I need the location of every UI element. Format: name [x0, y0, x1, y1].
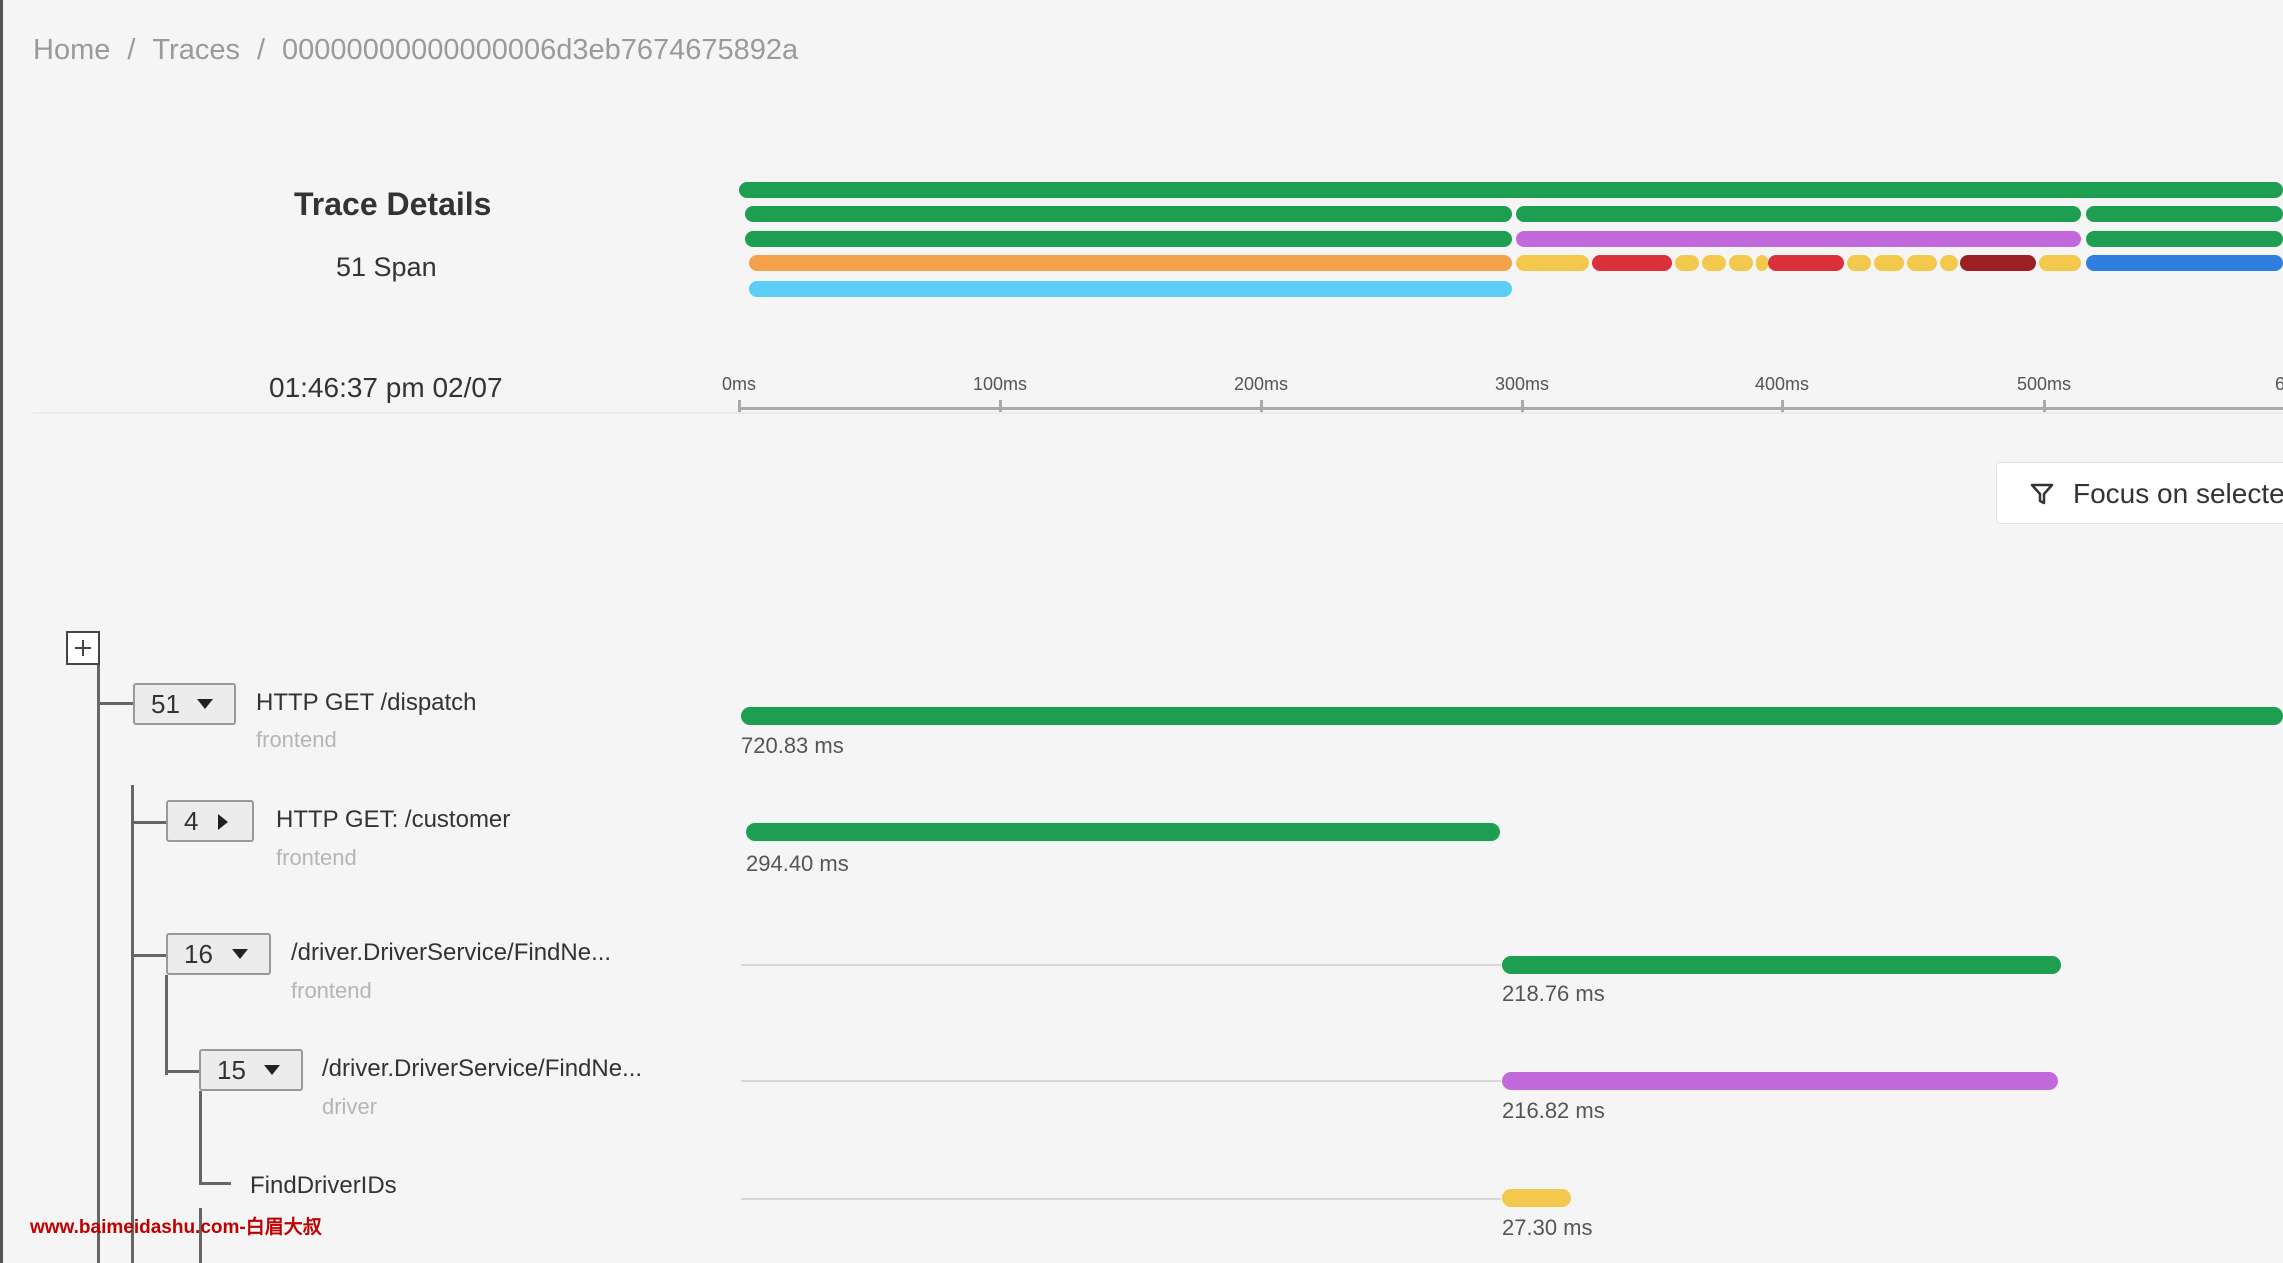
window-left-border	[0, 0, 3, 1263]
chevron-down-icon	[264, 1065, 280, 1075]
filter-icon	[2030, 483, 2054, 505]
span-duration: 218.76 ms	[1502, 981, 1605, 1006]
tree-connector	[199, 1091, 202, 1183]
chevron-right-icon	[218, 814, 228, 830]
tree-connector	[97, 702, 133, 705]
breadcrumb-separator: /	[127, 34, 136, 66]
minimap-span-bar	[2086, 231, 2283, 247]
minimap-span-bar	[745, 206, 1512, 222]
span-name[interactable]: HTTP GET: /customer	[276, 806, 511, 833]
minimap-span-bar	[1516, 206, 2081, 222]
span-bar[interactable]	[1502, 1072, 2058, 1090]
header-divider	[33, 412, 2283, 414]
minimap-span-bar	[1940, 255, 1958, 271]
axis-tick-label: 400ms	[1754, 374, 1810, 394]
minimap-span-bar	[1592, 255, 1672, 271]
minimap-span-bar	[2086, 255, 2283, 271]
span-service: frontend	[256, 727, 337, 752]
axis-tick	[1521, 400, 1524, 412]
span-track-line	[741, 964, 1501, 966]
breadcrumb: Home / Traces / 00000000000000006d3eb7674675…	[33, 34, 798, 67]
span-bar[interactable]	[746, 823, 1500, 841]
child-count: 51	[151, 689, 180, 719]
tree-connector	[199, 1182, 231, 1185]
span-name[interactable]: /driver.DriverService/FindNe...	[322, 1055, 643, 1082]
span-name[interactable]: FindDriverIDs	[250, 1172, 397, 1199]
breadcrumb-trace-id: 00000000000000006d3eb7674675892a	[282, 34, 799, 66]
tree-connector	[131, 821, 167, 824]
tree-connector	[165, 1070, 199, 1073]
breadcrumb-separator: /	[256, 34, 266, 66]
child-count: 4	[184, 806, 199, 836]
tree-connector	[131, 954, 167, 957]
axis-tick	[2043, 400, 2046, 412]
child-count: 15	[217, 1055, 246, 1085]
breadcrumb-traces[interactable]: Traces	[152, 34, 240, 66]
minimap-span-bar	[1874, 255, 1904, 271]
axis-tick-label: 300ms	[1494, 374, 1550, 394]
minimap-span-bar	[1960, 255, 2036, 271]
span-track-line	[741, 1198, 1501, 1200]
minimap-span-bar	[1756, 255, 1768, 271]
span-bar[interactable]	[741, 707, 2283, 725]
plus-square-icon[interactable]	[66, 631, 100, 665]
watermark: www.baimeidashu.com-白眉大叔	[30, 1217, 322, 1238]
minimap-span-bar	[1675, 255, 1699, 271]
axis-tick	[738, 400, 741, 412]
breadcrumb-home[interactable]: Home	[33, 34, 111, 66]
span-name[interactable]: HTTP GET /dispatch	[256, 689, 477, 716]
child-count: 16	[184, 939, 213, 969]
span-duration: 216.82 ms	[1502, 1098, 1605, 1123]
span-service: driver	[322, 1094, 378, 1119]
span-name[interactable]: /driver.DriverService/FindNe...	[291, 939, 612, 966]
minimap-span-bar	[1702, 255, 1726, 271]
span-children-toggle[interactable]: 16	[166, 933, 271, 975]
span-service: frontend	[276, 845, 357, 870]
axis-tick-label: 500ms	[2016, 374, 2072, 394]
axis-tick-label: 0ms	[721, 374, 757, 394]
minimap-span-bar	[749, 255, 1512, 271]
minimap-span-bar	[749, 281, 1512, 297]
chevron-down-icon	[232, 949, 248, 959]
focus-on-selected-button[interactable]: Focus on selected	[1996, 462, 2283, 524]
minimap-span-bar	[1516, 231, 2081, 247]
tree-connector	[131, 785, 134, 1263]
axis-tick	[1260, 400, 1263, 412]
span-duration: 27.30 ms	[1502, 1215, 1593, 1240]
span-track-line	[741, 1080, 1501, 1082]
span-duration: 720.83 ms	[741, 733, 844, 758]
minimap-span-bar	[1768, 255, 1844, 271]
axis-tick	[999, 400, 1002, 412]
tree-connector	[199, 1208, 202, 1263]
tree-connector	[165, 975, 168, 1075]
span-duration: 294.40 ms	[746, 851, 849, 876]
span-children-toggle[interactable]: 15	[199, 1049, 303, 1091]
minimap-span-bar	[1516, 255, 1589, 271]
span-service: frontend	[291, 978, 372, 1003]
focus-button-label: Focus on selected	[2073, 478, 2283, 509]
axis-tick-label: 100ms	[972, 374, 1028, 394]
minimap-span-bar	[1907, 255, 1937, 271]
minimap-span-bar	[1729, 255, 1753, 271]
axis-tick-label: 200ms	[1233, 374, 1289, 394]
trace-timestamp: 01:46:37 pm 02/07	[269, 372, 503, 403]
tree-connector	[97, 665, 100, 1263]
span-count: 51 Span	[336, 252, 437, 282]
minimap-span-bar	[2039, 255, 2081, 271]
timeline-axis	[738, 407, 2283, 410]
span-children-toggle[interactable]: 51	[133, 683, 236, 725]
span-bar[interactable]	[1502, 1189, 1571, 1207]
axis-tick	[1781, 400, 1784, 412]
trace-details-title: Trace Details	[294, 186, 492, 222]
axis-tick-label: 6	[2274, 374, 2283, 394]
minimap-span-bar	[739, 182, 2283, 198]
span-children-toggle[interactable]: 4	[166, 800, 254, 842]
minimap-span-bar	[1847, 255, 1871, 271]
span-bar[interactable]	[1502, 956, 2061, 974]
minimap-span-bar	[2086, 206, 2283, 222]
minimap-span-bar	[745, 231, 1512, 247]
chevron-down-icon	[197, 699, 213, 709]
